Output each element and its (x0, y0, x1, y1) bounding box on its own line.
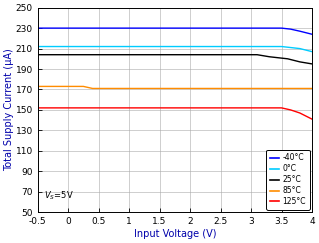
Text: $V_S$=5V: $V_S$=5V (44, 190, 73, 202)
Y-axis label: Total Supply Current (μA): Total Supply Current (μA) (4, 49, 14, 171)
X-axis label: Input Voltage (V): Input Voltage (V) (134, 229, 216, 239)
Legend: -40°C, 0°C, 25°C, 85°C, 125°C: -40°C, 0°C, 25°C, 85°C, 125°C (266, 150, 310, 210)
